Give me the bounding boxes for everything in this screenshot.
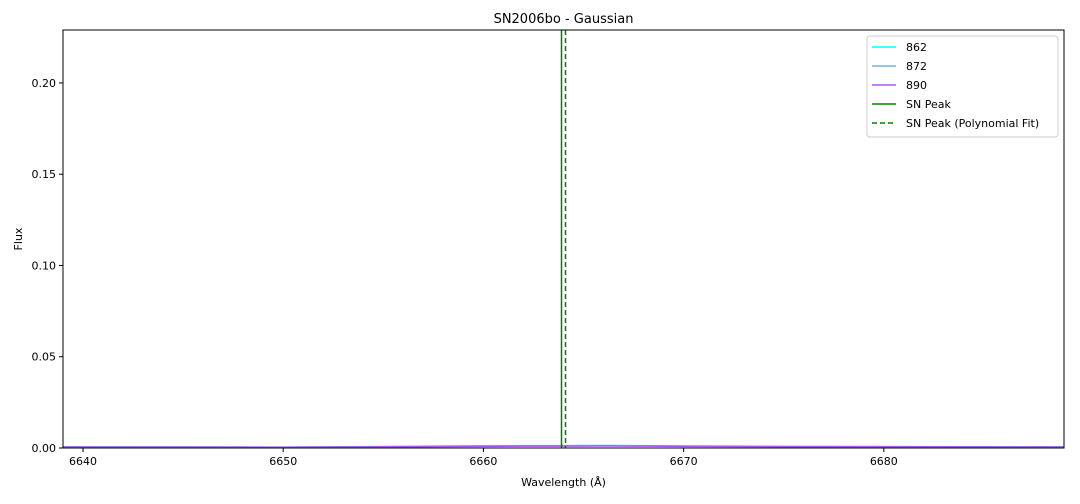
plot-frame [62,29,1065,449]
x-tick-label: 6660 [469,455,497,468]
y-tick-label: 0.05 [32,351,57,364]
series-layer [62,444,1065,449]
x-tick-label: 6650 [269,455,297,468]
legend-label: SN Peak [906,98,951,111]
legend-box [866,35,1059,138]
y-tick-label: 0.10 [32,259,57,272]
x-tick-label: 6680 [870,455,898,468]
y-tick-label: 0.20 [32,77,57,90]
legend-label: 872 [906,60,927,73]
legend-label: SN Peak (Polynomial Fit) [906,117,1039,130]
y-tick-label: 0.15 [32,168,57,181]
series-line-890 [63,445,1065,449]
vline-layer [560,30,567,448]
x-tick-label: 6670 [670,455,698,468]
x-axis-label: Wavelength (Å) [521,476,606,489]
chart-title: SN2006bo - Gaussian [494,12,634,27]
legend-label: 862 [906,41,927,54]
y-axis-label: Flux [12,227,25,250]
legend-label: 890 [906,79,927,92]
x-tick-label: 6640 [69,455,97,468]
legend: 862 872 890 SN Peak SN Peak (Polynomial Fit) [866,35,1059,138]
y-tick-label: 0.00 [32,442,57,455]
axis-ticks: 6640 6650 6660 6670 6680 0.00 0.05 0.10 0.15 0.20 [32,77,898,468]
